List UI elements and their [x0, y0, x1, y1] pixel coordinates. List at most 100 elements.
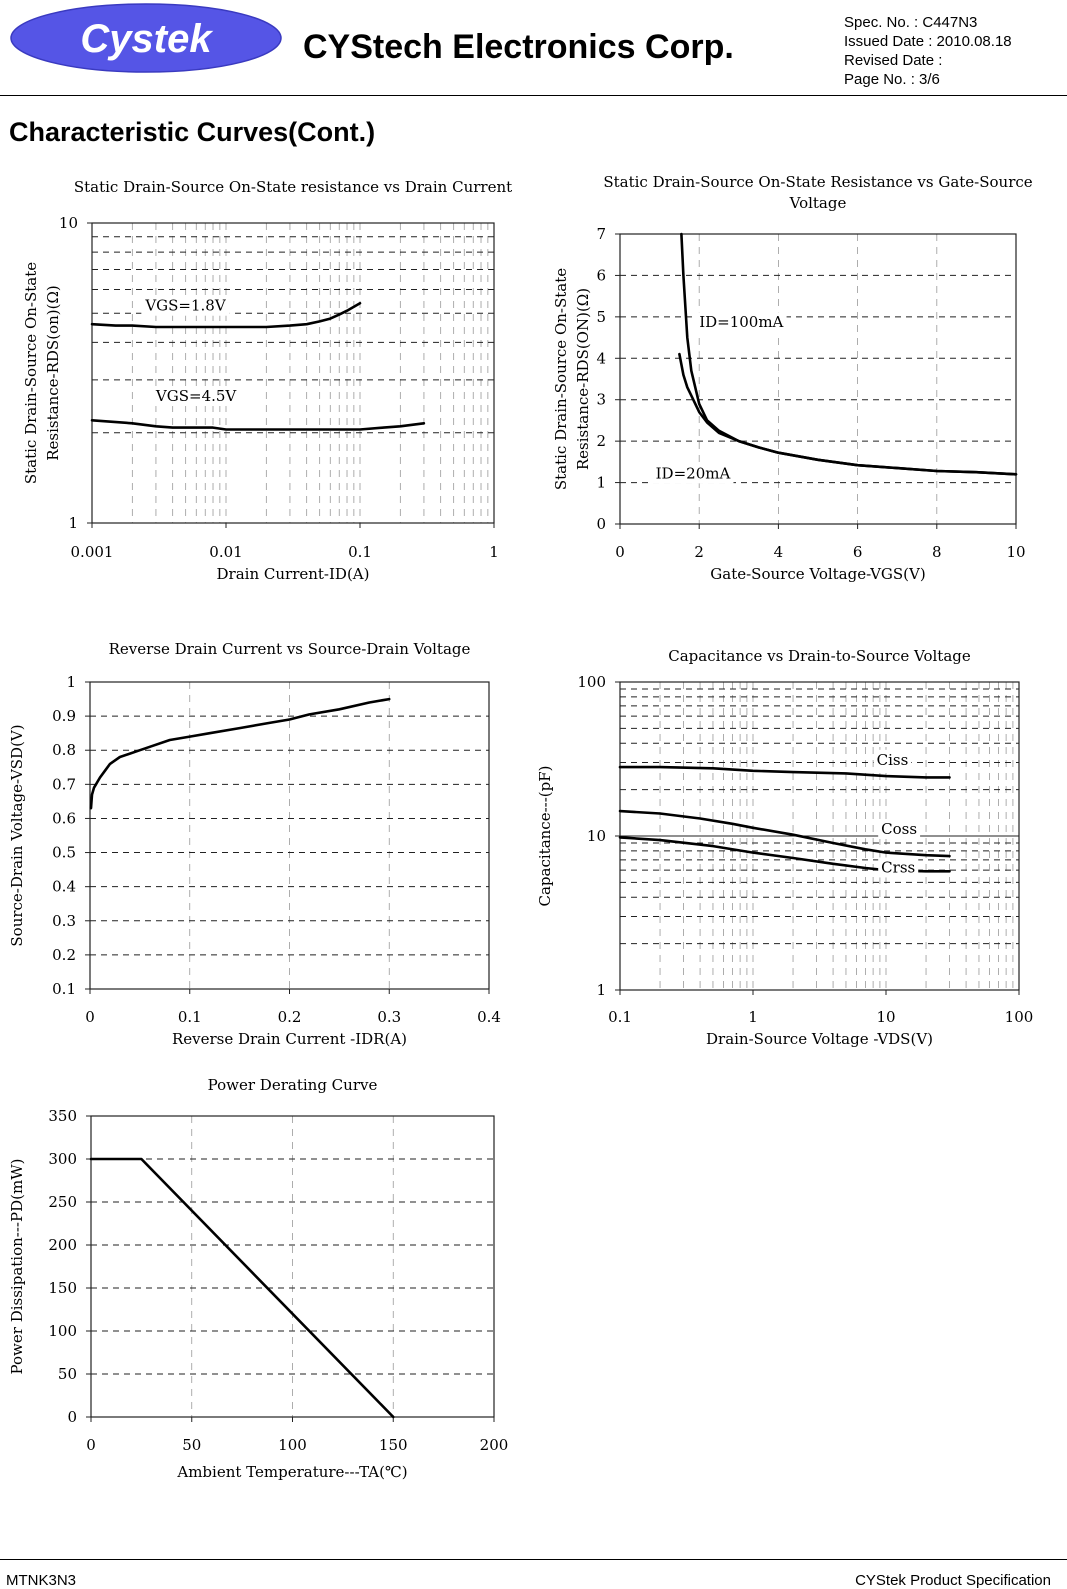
x-axis-label: Reverse Drain Current -IDR(A)	[172, 1030, 407, 1048]
series-label-background	[878, 857, 919, 878]
y-tick-label: 0.6	[52, 809, 76, 827]
y-tick-label: 6	[596, 266, 606, 284]
series-label: ID=20mA	[656, 464, 731, 482]
x-tick-label: 0	[86, 1436, 96, 1454]
y-tick-label: 300	[48, 1150, 77, 1168]
logo-text: Cystek	[80, 17, 213, 61]
x-tick-label: 200	[480, 1436, 509, 1454]
header-divider	[0, 95, 1067, 96]
y-tick-label: 1	[66, 673, 76, 691]
y-tick-label: 1	[596, 474, 606, 492]
y-axis-label: Power Dissipation---PD(mW)	[8, 1159, 26, 1375]
y-axis-label: Resistance-RDS(on)(Ω)	[44, 285, 62, 460]
y-tick-label: 7	[596, 225, 606, 243]
y-tick-label: 1	[596, 981, 606, 999]
y-tick-label: 0.7	[52, 775, 76, 793]
series-line-vsd	[89, 697, 391, 810]
chart-svg: Static Drain-Source On-State Resistance …	[552, 173, 1033, 583]
x-tick-label: 100	[1005, 1008, 1034, 1026]
x-tick-label: 0.1	[608, 1008, 632, 1026]
x-tick-label: 10	[876, 1008, 895, 1026]
y-tick-label: 10	[59, 214, 78, 232]
y-axis-label: Capacitance---(pF)	[536, 766, 554, 907]
plot-frame	[619, 233, 1017, 525]
series-line-ciss	[618, 765, 951, 779]
chart-svg: Capacitance vs Drain-to-Source Voltage 0.…	[536, 647, 1034, 1048]
x-tick-label: 6	[853, 543, 863, 561]
x-tick-label: 150	[379, 1436, 408, 1454]
page-number: Page No. : 3/6	[844, 71, 940, 88]
x-tick-label: 50	[182, 1436, 201, 1454]
x-tick-label: 1	[489, 543, 499, 561]
y-tick-label: 0	[596, 515, 606, 533]
series-label: Coss	[881, 820, 917, 838]
x-tick-label: 1	[748, 1008, 758, 1026]
y-tick-label: 0.1	[52, 980, 76, 998]
chart-reverse-drain: Reverse Drain Current vs Source-Drain Vo…	[0, 630, 520, 1060]
x-tick-label: 0.3	[377, 1008, 401, 1026]
x-axis-label: Gate-Source Voltage-VGS(V)	[710, 565, 925, 583]
chart-svg: Static Drain-Source On-State resistance …	[22, 178, 512, 583]
x-tick-label: 0	[85, 1008, 95, 1026]
x-tick-label: 4	[774, 543, 784, 561]
company-logo: Cystek	[10, 3, 282, 73]
y-axis-label: Static Drain-Source On-State	[552, 268, 570, 490]
revised-date: Revised Date :	[844, 52, 943, 69]
y-tick-label: 10	[587, 827, 606, 845]
footer-model: MTNK3N3	[6, 1572, 77, 1589]
chart-capacitance: Capacitance vs Drain-to-Source Voltage 0.…	[530, 630, 1060, 1060]
y-tick-label: 0.3	[52, 912, 76, 930]
series-line-vgs-1-8v	[90, 302, 362, 329]
footer-divider	[0, 1559, 1067, 1560]
x-tick-label: 0.001	[71, 543, 114, 561]
y-tick-label: 150	[48, 1279, 77, 1297]
y-tick-label: 200	[48, 1236, 77, 1254]
chart-title: Power Derating Curve	[208, 1076, 378, 1094]
series-label: Crss	[881, 858, 915, 876]
series-line-vgs-4-5v	[90, 419, 426, 431]
y-tick-label: 5	[596, 308, 606, 326]
y-tick-label: 3	[596, 391, 606, 409]
chart-svg: Reverse Drain Current vs Source-Drain Vo…	[8, 640, 501, 1048]
chart-power-derating: Power Derating Curve 0 50 100 150 200 0 50 100 15…	[0, 1070, 520, 1490]
series-line-pd	[89, 1157, 395, 1419]
series-label: VGS=4.5V	[155, 387, 238, 405]
chart-rds-vs-id: Static Drain-Source On-State resistance …	[0, 168, 520, 588]
x-tick-label: 100	[278, 1436, 307, 1454]
y-tick-label: 0.9	[52, 707, 76, 725]
series-label-background	[151, 386, 241, 407]
y-axis-label: Source-Drain Voltage-VSD(V)	[8, 724, 26, 946]
spec-block: Spec. No. : C447N3 Issued Date : 2010.08…	[844, 13, 1012, 89]
chart-title: Static Drain-Source On-State resistance …	[74, 178, 512, 196]
y-axis-label: Resistance-RDS(ON)(Ω)	[574, 288, 592, 470]
x-tick-label: 0.1	[178, 1008, 202, 1026]
chart-svg: Power Derating Curve 0 50 100 150 200 0 50 100 15…	[8, 1076, 509, 1481]
x-axis-label: Drain Current-ID(A)	[217, 565, 370, 583]
plot-frame	[91, 222, 495, 524]
y-tick-label: 0.5	[52, 844, 76, 862]
y-tick-label: 4	[596, 349, 606, 367]
chart-rds-vs-vgs: Static Drain-Source On-State Resistance …	[530, 168, 1060, 588]
y-tick-label: 100	[48, 1322, 77, 1340]
y-tick-label: 50	[58, 1365, 77, 1383]
y-tick-label: 250	[48, 1193, 77, 1211]
series-label-background	[873, 749, 912, 770]
y-tick-label: 0.2	[52, 946, 76, 964]
series-line-coss	[618, 809, 951, 858]
y-tick-label: 1	[68, 514, 78, 532]
y-tick-label: 0.8	[52, 741, 76, 759]
chart-title: Reverse Drain Current vs Source-Drain Vo…	[109, 640, 471, 658]
series-label: Ciss	[877, 751, 909, 769]
issued-date: Issued Date : 2010.08.18	[844, 33, 1012, 50]
series-label: ID=100mA	[699, 313, 783, 331]
x-tick-label: 0	[615, 543, 625, 561]
y-tick-label: 100	[577, 673, 606, 691]
x-tick-label: 0.1	[348, 543, 372, 561]
x-tick-label: 8	[932, 543, 942, 561]
series-label-background	[878, 819, 921, 840]
y-tick-label: 2	[596, 432, 606, 450]
footer-spec-label: CYStek Product Specification	[855, 1572, 1051, 1589]
chart-title: Static Drain-Source On-State Resistance …	[603, 173, 1032, 191]
series-label-background	[652, 463, 734, 484]
x-tick-label: 2	[694, 543, 704, 561]
